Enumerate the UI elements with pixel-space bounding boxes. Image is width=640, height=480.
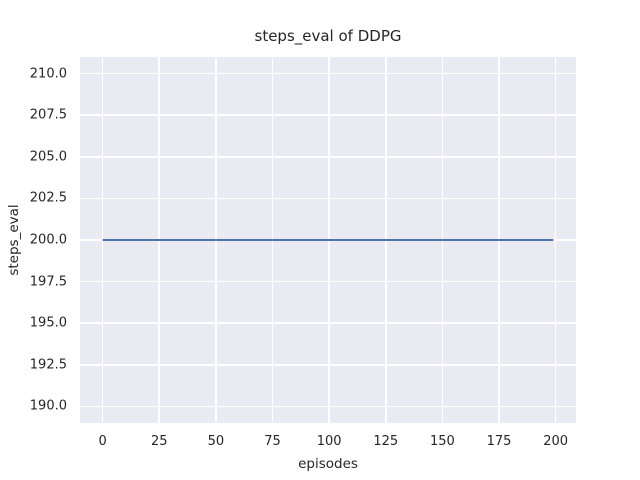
x-axis-label: episodes: [298, 456, 358, 472]
y-tick-label: 202.5: [29, 190, 67, 206]
y-tick-label: 192.5: [29, 357, 67, 373]
x-tick-label: 25: [150, 434, 168, 449]
x-tick-label: 0: [98, 434, 107, 449]
y-tick-label: 195.0: [29, 315, 67, 331]
y-tick-label: 207.5: [29, 107, 67, 123]
x-tick-label: 75: [264, 434, 281, 449]
y-gridline: [80, 405, 576, 408]
y-tick-label: 205.0: [29, 149, 67, 165]
y-gridline: [80, 72, 576, 75]
x-tick-label: 100: [316, 434, 342, 449]
y-tick-label: 190.0: [29, 398, 67, 414]
y-gridline: [80, 363, 576, 366]
y-tick-label: 210.0: [29, 66, 67, 82]
y-gridline: [80, 280, 576, 283]
series-layer: [102, 239, 554, 241]
x-tick-label: 175: [486, 434, 512, 449]
chart-title: steps_eval of DDPG: [254, 27, 402, 45]
x-tick-label: 150: [429, 434, 455, 449]
x-tick-label: 50: [207, 434, 225, 449]
y-gridline: [80, 114, 576, 117]
y-tick-label: 197.5: [29, 274, 67, 290]
y-gridline: [80, 156, 576, 158]
x-tick-label: 125: [373, 434, 399, 449]
x-tick-label: 200: [543, 434, 569, 449]
plot-area: [80, 57, 576, 423]
y-gridline: [80, 322, 576, 324]
y-gridline: [80, 197, 576, 200]
y-tick-label: 200.0: [29, 232, 67, 248]
